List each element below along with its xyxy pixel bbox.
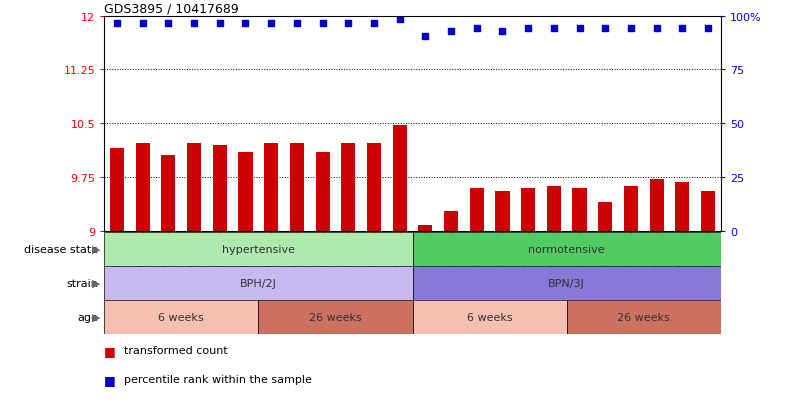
Text: ▶: ▶ xyxy=(92,278,101,288)
Text: normotensive: normotensive xyxy=(529,244,605,254)
Bar xyxy=(187,144,201,231)
Bar xyxy=(258,300,413,334)
Point xyxy=(521,25,534,32)
Point xyxy=(496,29,509,36)
Text: strain: strain xyxy=(66,278,99,288)
Text: age: age xyxy=(78,312,99,322)
Bar xyxy=(104,266,413,300)
Bar xyxy=(264,144,278,231)
Point xyxy=(265,20,278,27)
Text: transformed count: transformed count xyxy=(124,345,228,355)
Bar xyxy=(444,211,458,231)
Bar xyxy=(495,192,509,231)
Bar xyxy=(290,144,304,231)
Bar xyxy=(367,144,381,231)
Bar xyxy=(547,187,561,231)
Bar xyxy=(110,149,124,231)
Point xyxy=(702,25,714,32)
Point xyxy=(291,20,304,27)
Bar xyxy=(104,232,413,266)
Bar xyxy=(418,225,433,231)
Text: 6 weeks: 6 weeks xyxy=(159,312,204,322)
Bar xyxy=(104,300,258,334)
Bar xyxy=(213,145,227,231)
Bar xyxy=(650,180,664,231)
Text: ■: ■ xyxy=(104,373,116,386)
Text: disease state: disease state xyxy=(24,244,99,254)
Text: BPH/2J: BPH/2J xyxy=(239,278,277,288)
Bar xyxy=(675,183,690,231)
Bar xyxy=(573,188,586,231)
Text: ▶: ▶ xyxy=(92,244,101,254)
Bar xyxy=(392,125,407,231)
Text: 6 weeks: 6 weeks xyxy=(467,312,513,322)
Text: 26 weeks: 26 weeks xyxy=(618,312,670,322)
Bar xyxy=(135,144,150,231)
Point xyxy=(676,25,689,32)
Point xyxy=(419,33,432,40)
Point xyxy=(625,25,638,32)
Point xyxy=(470,25,483,32)
Point xyxy=(136,20,149,27)
Bar xyxy=(341,144,356,231)
Point xyxy=(342,20,355,27)
Text: 26 weeks: 26 weeks xyxy=(309,312,362,322)
Point xyxy=(547,25,560,32)
Bar xyxy=(413,300,567,334)
Bar xyxy=(413,232,721,266)
Text: percentile rank within the sample: percentile rank within the sample xyxy=(124,374,312,384)
Text: hypertensive: hypertensive xyxy=(222,244,295,254)
Point xyxy=(574,25,586,32)
Bar xyxy=(598,203,612,231)
Bar xyxy=(413,266,721,300)
Bar xyxy=(567,300,721,334)
Text: GDS3895 / 10417689: GDS3895 / 10417689 xyxy=(104,2,239,15)
Bar xyxy=(624,187,638,231)
Point xyxy=(162,20,175,27)
Bar xyxy=(701,192,715,231)
Text: ▶: ▶ xyxy=(92,312,101,322)
Point xyxy=(239,20,252,27)
Point xyxy=(599,25,612,32)
Point xyxy=(316,20,329,27)
Bar xyxy=(469,188,484,231)
Point xyxy=(368,20,380,27)
Bar xyxy=(521,188,535,231)
Point xyxy=(650,25,663,32)
Bar xyxy=(239,152,252,231)
Bar xyxy=(316,152,330,231)
Text: BPN/3J: BPN/3J xyxy=(549,278,585,288)
Text: ■: ■ xyxy=(104,344,116,357)
Point xyxy=(213,20,226,27)
Point xyxy=(111,20,123,27)
Point xyxy=(393,17,406,24)
Point xyxy=(187,20,200,27)
Bar xyxy=(161,156,175,231)
Point xyxy=(445,29,457,36)
